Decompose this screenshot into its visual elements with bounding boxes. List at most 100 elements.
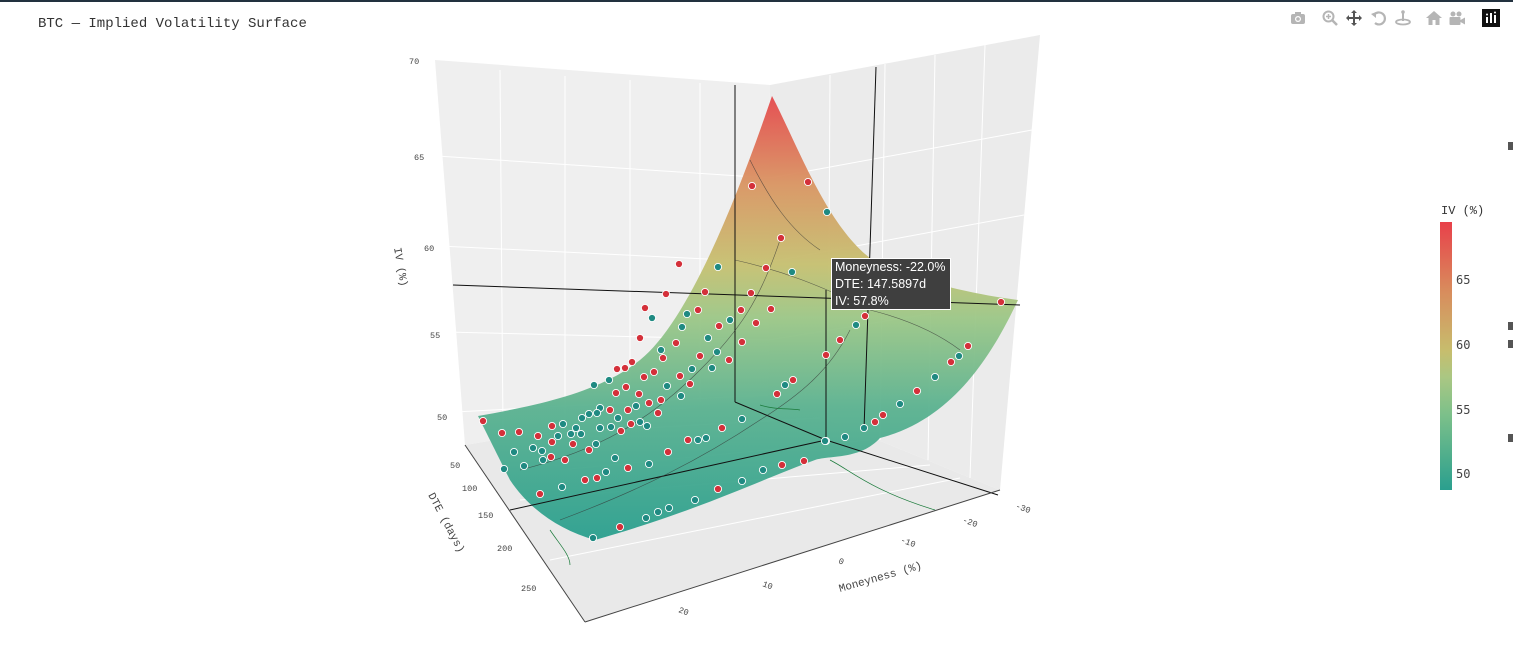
put-iv-point[interactable] <box>631 401 641 411</box>
put-iv-point[interactable] <box>538 455 548 465</box>
put-iv-point[interactable] <box>725 315 735 325</box>
call-iv-point[interactable] <box>644 398 654 408</box>
put-iv-point[interactable] <box>703 333 713 343</box>
put-iv-point[interactable] <box>690 495 700 505</box>
call-iv-point[interactable] <box>533 431 543 441</box>
call-iv-point[interactable] <box>996 297 1006 307</box>
call-iv-point[interactable] <box>870 417 880 427</box>
pan-icon[interactable] <box>1345 9 1365 27</box>
put-iv-point[interactable] <box>662 381 672 391</box>
put-iv-point[interactable] <box>712 347 722 357</box>
put-iv-point[interactable] <box>595 423 605 433</box>
call-iv-point[interactable] <box>546 452 556 462</box>
call-iv-point[interactable] <box>621 382 631 392</box>
put-iv-point[interactable] <box>557 482 567 492</box>
call-iv-point[interactable] <box>560 455 570 465</box>
put-iv-point[interactable] <box>591 439 601 449</box>
put-iv-point[interactable] <box>519 461 529 471</box>
put-iv-point[interactable] <box>606 422 616 432</box>
put-iv-point[interactable] <box>588 533 598 543</box>
put-iv-point[interactable] <box>701 433 711 443</box>
call-iv-point[interactable] <box>592 473 602 483</box>
call-iv-point[interactable] <box>615 522 625 532</box>
put-iv-point[interactable] <box>509 447 519 457</box>
put-iv-point[interactable] <box>584 409 594 419</box>
put-iv-point[interactable] <box>840 432 850 442</box>
put-iv-point[interactable] <box>647 313 657 323</box>
put-iv-point[interactable] <box>577 413 587 423</box>
call-iv-point[interactable] <box>746 288 756 298</box>
put-iv-point[interactable] <box>610 453 620 463</box>
put-iv-point[interactable] <box>758 465 768 475</box>
call-iv-point[interactable] <box>661 289 671 299</box>
call-iv-point[interactable] <box>663 447 673 457</box>
call-iv-point[interactable] <box>700 287 710 297</box>
put-iv-point[interactable] <box>780 380 790 390</box>
put-iv-point[interactable] <box>954 351 964 361</box>
call-iv-point[interactable] <box>514 427 524 437</box>
call-iv-point[interactable] <box>656 395 666 405</box>
call-iv-point[interactable] <box>878 410 888 420</box>
call-iv-point[interactable] <box>634 389 644 399</box>
call-iv-point[interactable] <box>803 177 813 187</box>
call-iv-point[interactable] <box>772 389 782 399</box>
call-iv-point[interactable] <box>675 371 685 381</box>
call-iv-point[interactable] <box>568 439 578 449</box>
call-iv-point[interactable] <box>777 460 787 470</box>
put-iv-point[interactable] <box>713 262 723 272</box>
put-iv-point[interactable] <box>676 391 686 401</box>
turntable-icon[interactable] <box>1394 9 1414 27</box>
call-iv-point[interactable] <box>737 337 747 347</box>
call-iv-point[interactable] <box>616 426 626 436</box>
call-iv-point[interactable] <box>674 259 684 269</box>
call-iv-point[interactable] <box>714 321 724 331</box>
call-iv-point[interactable] <box>717 423 727 433</box>
video-icon[interactable] <box>1448 9 1468 27</box>
zoom-icon[interactable] <box>1321 9 1341 27</box>
call-iv-point[interactable] <box>693 305 703 315</box>
put-iv-point[interactable] <box>644 459 654 469</box>
orbit-icon[interactable] <box>1370 9 1390 27</box>
call-iv-point[interactable] <box>671 338 681 348</box>
call-iv-point[interactable] <box>640 303 650 313</box>
put-iv-point[interactable] <box>576 429 586 439</box>
call-iv-point[interactable] <box>626 419 636 429</box>
put-iv-point[interactable] <box>604 375 614 385</box>
put-iv-point[interactable] <box>528 443 538 453</box>
home-icon[interactable] <box>1425 9 1445 27</box>
call-iv-point[interactable] <box>685 379 695 389</box>
call-iv-point[interactable] <box>776 233 786 243</box>
call-iv-point[interactable] <box>912 386 922 396</box>
put-iv-point[interactable] <box>656 345 666 355</box>
call-iv-point[interactable] <box>649 367 659 377</box>
call-iv-point[interactable] <box>761 263 771 273</box>
call-iv-point[interactable] <box>799 456 809 466</box>
call-iv-point[interactable] <box>605 405 615 415</box>
call-iv-point[interactable] <box>683 435 693 445</box>
put-iv-point[interactable] <box>682 309 692 319</box>
call-iv-point[interactable] <box>623 463 633 473</box>
call-iv-point[interactable] <box>724 355 734 365</box>
put-iv-point[interactable] <box>566 429 576 439</box>
call-iv-point[interactable] <box>535 489 545 499</box>
put-iv-point[interactable] <box>613 413 623 423</box>
call-iv-point[interactable] <box>835 335 845 345</box>
put-iv-point[interactable] <box>930 372 940 382</box>
call-iv-point[interactable] <box>736 305 746 315</box>
call-iv-point[interactable] <box>497 428 507 438</box>
call-iv-point[interactable] <box>478 416 488 426</box>
call-iv-point[interactable] <box>747 181 757 191</box>
call-iv-point[interactable] <box>620 363 630 373</box>
put-iv-point[interactable] <box>641 513 651 523</box>
call-iv-point[interactable] <box>788 375 798 385</box>
put-iv-point[interactable] <box>558 419 568 429</box>
call-iv-point[interactable] <box>963 341 973 351</box>
put-iv-point[interactable] <box>499 464 509 474</box>
call-iv-point[interactable] <box>635 333 645 343</box>
put-iv-point[interactable] <box>895 399 905 409</box>
put-iv-point[interactable] <box>820 436 830 446</box>
put-iv-point[interactable] <box>553 431 563 441</box>
call-iv-point[interactable] <box>695 351 705 361</box>
call-iv-point[interactable] <box>658 353 668 363</box>
